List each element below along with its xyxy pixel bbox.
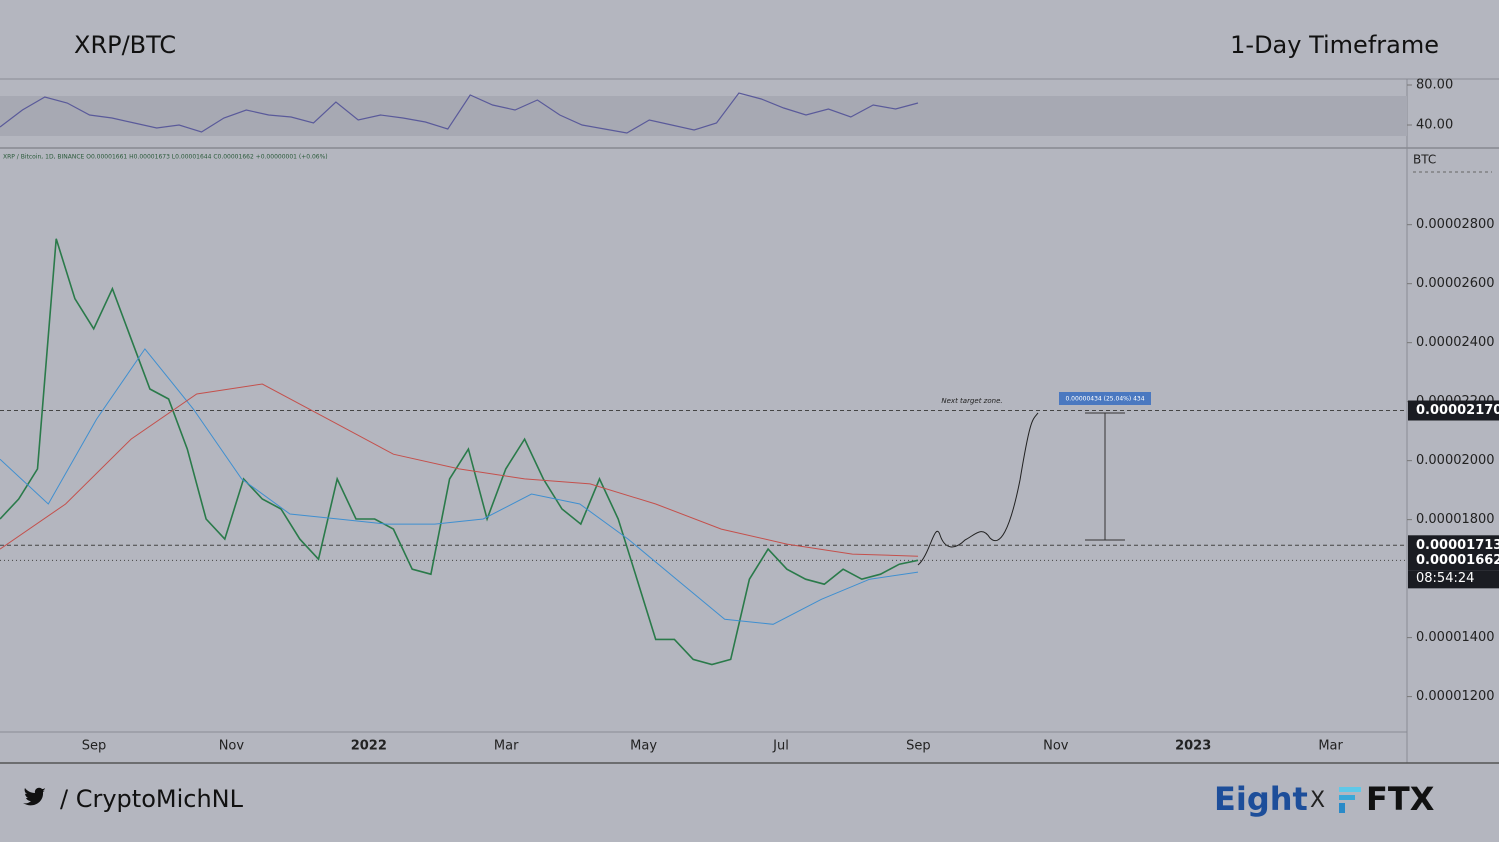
rsi-band [0,96,1407,136]
x-tick-label: May [630,739,657,754]
handle: / CryptoMichNL [60,785,244,813]
chart-subtitle: 1-Day Timeframe [1230,31,1439,59]
measure-label: 0.00000434 (25.04%) 434 [1065,396,1144,403]
x-tick-label: 2023 [1175,739,1211,754]
annotation: Next target zone. [941,397,1002,405]
rsi-line [0,92,919,134]
x-tick-label: Nov [219,739,245,754]
y-tick-label: 0.00001200 [1416,689,1495,704]
unit-label: BTC [1413,153,1436,167]
x-tick-label: Mar [494,739,519,754]
level-label: 0.00001713 [1416,538,1499,553]
brand-ftx: FTX [1366,780,1435,818]
countdown-box [1408,570,1499,589]
y-tick-label: 0.00002400 [1416,335,1495,350]
twitter-icon [23,787,46,806]
rsi-tick-label: 80.00 [1416,78,1453,93]
level-box [1408,535,1499,556]
level-box [1408,550,1499,571]
x-tick-label: Sep [906,739,931,754]
measure-box [1059,392,1151,405]
y-tick-label: 0.00002800 [1416,217,1495,232]
moving-average [0,348,919,625]
y-tick-label: 0.00001400 [1416,630,1495,645]
countdown: 08:54:24 [1416,571,1474,586]
y-tick-label: 0.00002600 [1416,276,1495,291]
y-tick-label: 0.00001800 [1416,512,1495,527]
y-tick-label: 0.00002000 [1416,453,1495,468]
brand-x: X [1310,788,1325,813]
rsi-tick-label: 40.00 [1416,118,1453,133]
x-tick-label: Nov [1043,739,1069,754]
x-tick-label: Mar [1318,739,1343,754]
x-tick-label: 2022 [351,739,387,754]
price-line [0,238,919,666]
level-label: 0.00001662 [1416,553,1499,568]
x-tick-label: Sep [82,739,107,754]
ftx-icon [1339,795,1355,800]
ftx-icon [1339,803,1345,813]
brand-eight: Eight [1214,780,1308,818]
legend-text: XRP / Bitcoin, 1D, BINANCE O0.00001661 H… [3,154,328,161]
projection-path [917,412,1039,566]
x-tick-label: Jul [772,739,789,754]
chart-title: XRP/BTC [74,31,176,59]
level-box [1408,400,1499,421]
ftx-icon [1339,787,1361,792]
moving-average [0,383,919,557]
level-label: 0.00002170 [1416,403,1499,418]
